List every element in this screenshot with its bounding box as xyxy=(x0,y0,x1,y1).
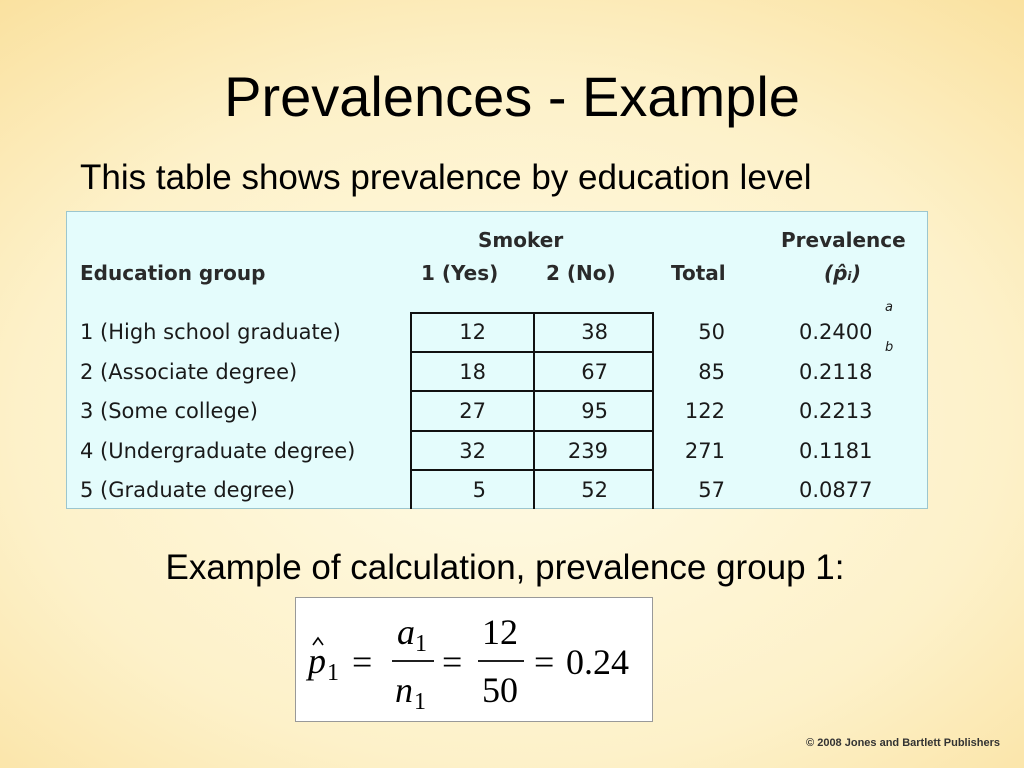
table-row: 2 (Associate degree) 18 67 85 0.2118 b xyxy=(67,341,927,392)
formula-equals: = xyxy=(442,642,462,682)
total-cell: 50 xyxy=(698,320,725,344)
smoker-no-cell: 67 xyxy=(581,359,608,384)
smoker-yes-cell: 18 xyxy=(459,359,486,384)
smoker-yes-cell: 27 xyxy=(459,399,486,423)
slide-title: Prevalences - Example xyxy=(224,65,800,128)
formula-numerator: 12 xyxy=(482,612,518,652)
formula-p-sub: 1 xyxy=(327,660,339,686)
hat-icon xyxy=(312,636,324,646)
education-group-cell: 4 (Undergraduate degree) xyxy=(80,438,356,463)
smoker-header: Smoker xyxy=(478,228,564,252)
formula-box: p 1 = a 1 n 1 = 12 50 = 0.24 xyxy=(295,597,653,722)
no-header: 2 (No) xyxy=(546,261,616,285)
formula-a: a xyxy=(397,612,415,652)
formula-p: p xyxy=(305,641,326,681)
prevalence-formula: p 1 = a 1 n 1 = 12 50 = 0.24 xyxy=(305,612,629,715)
education-group-cell: 3 (Some college) xyxy=(80,399,258,423)
formula-equals: = xyxy=(352,642,372,682)
prevalence-cell: 0.1181 xyxy=(799,438,873,463)
grid-line xyxy=(412,390,652,392)
smoker-yes-cell: 12 xyxy=(459,320,486,344)
education-group-cell: 2 (Associate degree) xyxy=(80,359,298,384)
grid-line xyxy=(412,469,652,471)
prevalence-cell: 0.0877 xyxy=(799,478,873,502)
table-row: 4 (Undergraduate degree) 32 239 271 0.1181 xyxy=(67,431,927,471)
table-row: 5 (Graduate degree) 5 52 57 0.0877 xyxy=(67,470,927,510)
prevalence-cell: 0.2400 xyxy=(799,320,873,344)
smoker-yes-cell: 5 xyxy=(472,478,486,502)
prevalence-header: Prevalence xyxy=(781,228,906,252)
grid-line xyxy=(412,312,652,314)
yes-header: 1 (Yes) xyxy=(421,261,499,285)
grid-line xyxy=(412,430,652,432)
slide-subtitle: This table shows prevalence by education… xyxy=(80,158,812,197)
formula-equals: = xyxy=(534,642,554,682)
table-row: 1 (High school graduate) 12 38 50 0.2400 a xyxy=(67,301,927,352)
prevalence-table: Smoker Prevalence Education group 1 (Yes… xyxy=(66,211,928,509)
total-cell: 122 xyxy=(684,399,725,423)
table-row: 3 (Some college) 27 95 122 0.2213 xyxy=(67,391,927,431)
education-group-cell: 5 (Graduate degree) xyxy=(80,478,296,502)
grid-line xyxy=(412,351,652,353)
total-cell: 271 xyxy=(684,438,725,463)
formula-n-sub: 1 xyxy=(414,689,426,715)
smoker-yes-cell: 32 xyxy=(459,438,486,463)
prevalence-cell: 0.2213 xyxy=(799,399,873,423)
prevalence-cell: 0.2118 xyxy=(799,359,873,384)
formula-result: 0.24 xyxy=(566,642,629,682)
smoker-no-cell: 52 xyxy=(581,478,608,502)
smoker-no-cell: 239 xyxy=(567,438,608,463)
education-group-cell: 1 (High school graduate) xyxy=(80,320,341,344)
formula-denominator: 50 xyxy=(482,670,518,710)
counts-grid xyxy=(410,312,654,509)
prevalence-symbol-header: (p̂ᵢ) xyxy=(824,261,861,285)
total-cell: 57 xyxy=(698,478,725,502)
smoker-no-cell: 38 xyxy=(581,320,608,344)
formula-n: n xyxy=(395,670,413,710)
copyright-notice: © 2008 Jones and Bartlett Publishers xyxy=(806,737,1000,749)
total-header: Total xyxy=(671,261,726,285)
calculation-label: Example of calculation, prevalence group… xyxy=(165,548,845,587)
total-cell: 85 xyxy=(698,359,725,384)
education-group-header: Education group xyxy=(80,261,266,285)
formula-a-sub: 1 xyxy=(415,631,427,657)
smoker-no-cell: 95 xyxy=(581,399,608,423)
grid-divider xyxy=(533,312,535,509)
